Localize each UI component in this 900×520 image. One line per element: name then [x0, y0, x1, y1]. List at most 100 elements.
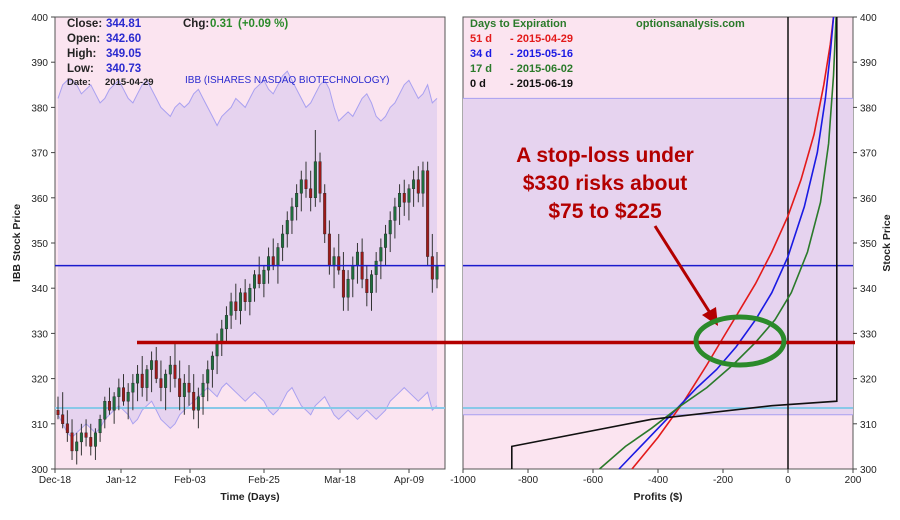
- right-y-tick-label: 300: [860, 465, 877, 476]
- right-y-tick-label: 360: [860, 194, 877, 205]
- left-x-axis-title: Time (Days): [220, 491, 279, 503]
- left-y-tick-label: 400: [31, 13, 48, 24]
- candlestick-series: [56, 130, 439, 465]
- candle-body: [182, 382, 186, 397]
- candle-body: [351, 265, 355, 280]
- candle-body: [56, 410, 60, 415]
- candle-body: [299, 179, 303, 194]
- right-y-tick-label: 400: [860, 13, 877, 24]
- candle-body: [84, 432, 88, 438]
- right-x-tick-label: -600: [583, 475, 603, 486]
- candle-body: [393, 206, 397, 221]
- candle-body: [154, 360, 158, 379]
- left-x-tick-label: Feb-25: [248, 475, 280, 486]
- right-y-tick-label: 350: [860, 239, 877, 250]
- site-name: optionsanalysis.com: [636, 18, 745, 30]
- candle-body: [435, 265, 439, 280]
- annotation-arrow: [653, 225, 714, 317]
- right-y-tick-label: 390: [860, 58, 877, 69]
- right-x-axis-title: Profits ($): [633, 491, 682, 503]
- left-x-tick-label: Feb-03: [174, 475, 206, 486]
- left-y-tick-label: 370: [31, 149, 48, 160]
- left-y-axis: 300 310 320 330 340 350 360 370 380 390 400: [31, 13, 55, 476]
- candle-body: [210, 355, 214, 370]
- candle-body: [295, 193, 299, 208]
- legend-date-34: - 2015-05-16: [510, 48, 573, 60]
- candle-body: [131, 382, 135, 393]
- left-y-tick-label: 380: [31, 103, 48, 114]
- legend-title: Days to Expiration: [470, 18, 567, 30]
- left-y-tick-label: 320: [31, 375, 48, 386]
- candle-body: [117, 387, 121, 397]
- date-label: Date:: [67, 77, 91, 88]
- right-y-tick-label: 340: [860, 284, 877, 295]
- legend-days-17: 17 d: [470, 63, 492, 75]
- candle-body: [229, 301, 233, 316]
- candle-body: [285, 220, 289, 235]
- candle-body: [341, 269, 345, 298]
- annotation-line-3: $75 to $225: [548, 200, 662, 223]
- candle-body: [388, 220, 392, 235]
- left-y-tick-label: 390: [31, 58, 48, 69]
- curve-17-days: [598, 16, 837, 470]
- price-range-band: [58, 71, 437, 438]
- candle-body: [79, 432, 83, 443]
- change-percent: (+0.09 %): [238, 18, 288, 30]
- candle-body: [206, 369, 210, 384]
- high-label: High:: [67, 48, 96, 60]
- candle-body: [337, 256, 341, 271]
- candle-body: [224, 315, 228, 330]
- candle-body: [159, 378, 163, 388]
- candle-body: [220, 328, 224, 343]
- left-x-tick-label: Apr-09: [394, 475, 424, 486]
- right-y-tick-label: 380: [860, 103, 877, 114]
- left-y-tick-label: 340: [31, 284, 48, 295]
- left-x-tick-label: Jan-12: [106, 475, 137, 486]
- candle-body: [234, 301, 238, 312]
- candle-body: [253, 274, 257, 289]
- expiration-legend: Days to Expiration optionsanalysis.com 5…: [470, 18, 745, 90]
- candle-body: [178, 378, 182, 397]
- right-y-tick-label: 370: [860, 149, 877, 160]
- candle-body: [346, 278, 350, 298]
- candle-body: [75, 441, 79, 452]
- right-y-axis: 300 310 320 330 340 350 360 370 380 390 400: [853, 13, 877, 476]
- candle-body: [196, 396, 200, 411]
- legend-date-0: - 2015-06-19: [510, 78, 573, 90]
- left-x-axis: Dec-18 Jan-12 Feb-03 Feb-25 Mar-18 Apr-09: [39, 469, 424, 486]
- candle-body: [327, 233, 331, 266]
- candle-body: [122, 387, 125, 402]
- candle-body: [318, 161, 322, 194]
- candle-body: [430, 256, 434, 280]
- candle-body: [374, 260, 378, 275]
- candle-body: [379, 247, 383, 262]
- candle-body: [370, 274, 373, 293]
- right-x-axis: -1000 -800 -600 -400 -200 0 200: [450, 469, 862, 486]
- ticker-name: IBB (ISHARES NASDAQ BIOTECHNOLOGY): [185, 75, 389, 86]
- legend-days-51: 51 d: [470, 33, 492, 45]
- candle-body: [243, 292, 247, 302]
- candle-body: [402, 193, 406, 203]
- low-label: Low:: [67, 63, 94, 75]
- left-x-tick-label: Mar-18: [324, 475, 356, 486]
- candle-body: [65, 423, 69, 434]
- candle-body: [323, 193, 327, 235]
- candle-body: [136, 373, 140, 384]
- candle-body: [421, 170, 425, 194]
- legend-days-34: 34 d: [470, 48, 492, 60]
- right-y-tick-label: 320: [860, 375, 877, 386]
- candle-body: [93, 432, 97, 447]
- legend-date-51: - 2015-04-29: [510, 33, 573, 45]
- low-value: 340.73: [106, 63, 141, 75]
- candle-body: [332, 256, 336, 266]
- change-label: Chg:: [183, 18, 209, 30]
- candle-body: [313, 161, 317, 198]
- candle-body: [276, 247, 280, 266]
- candle-body: [150, 360, 154, 370]
- candle-body: [309, 188, 313, 198]
- right-x-tick-label: -400: [648, 475, 668, 486]
- right-x-tick-label: -800: [518, 475, 538, 486]
- open-value: 342.60: [106, 33, 141, 45]
- candle-body: [248, 288, 252, 302]
